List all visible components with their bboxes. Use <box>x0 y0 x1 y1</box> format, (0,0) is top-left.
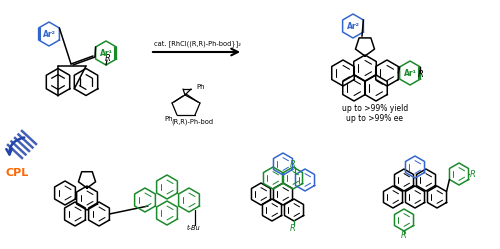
Text: R: R <box>290 224 296 233</box>
Polygon shape <box>96 41 116 65</box>
Text: Ar¹: Ar¹ <box>100 49 112 58</box>
Text: Ar¹: Ar¹ <box>404 69 416 78</box>
Polygon shape <box>342 14 363 38</box>
Text: R: R <box>418 69 424 78</box>
Text: Ar²: Ar² <box>42 30 56 39</box>
Polygon shape <box>38 22 60 46</box>
Text: Ar²: Ar² <box>346 22 360 31</box>
Text: t-Bu: t-Bu <box>187 225 201 231</box>
Polygon shape <box>400 61 420 85</box>
Text: Ph: Ph <box>196 84 205 90</box>
Text: Ph: Ph <box>164 116 173 122</box>
Text: R: R <box>470 170 476 179</box>
Text: R: R <box>290 160 296 169</box>
Text: cat. [RhCl((R,R)-Ph-bod}]₂: cat. [RhCl((R,R)-Ph-bod}]₂ <box>154 41 240 47</box>
Text: up to >99% yield: up to >99% yield <box>342 104 408 113</box>
Text: CPL: CPL <box>6 168 28 178</box>
Text: R: R <box>105 54 111 62</box>
Text: (R,R)-Ph-bod: (R,R)-Ph-bod <box>171 119 213 125</box>
Text: up to >99% ee: up to >99% ee <box>346 114 404 123</box>
Text: R: R <box>401 231 407 240</box>
